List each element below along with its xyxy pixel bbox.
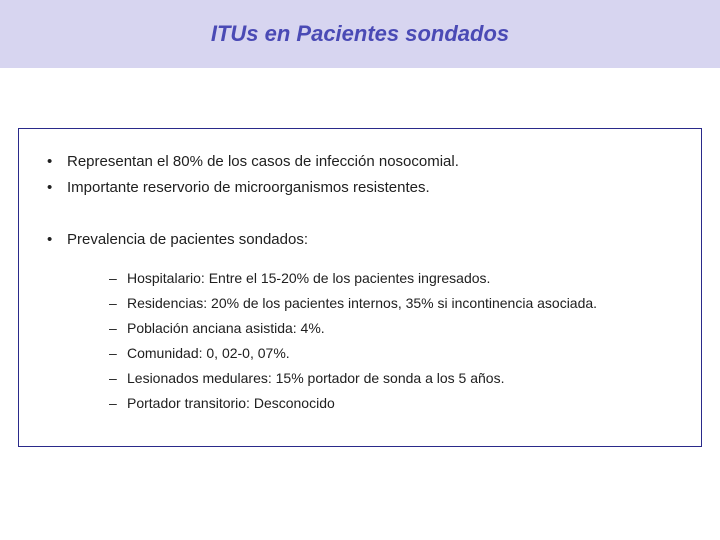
content-box: Representan el 80% de los casos de infec… <box>18 128 702 447</box>
bullet-item: Representan el 80% de los casos de infec… <box>37 151 683 173</box>
sub-item: Portador transitorio: Desconocido <box>103 393 683 414</box>
sub-item: Población anciana asistida: 4%. <box>103 318 683 339</box>
bullet-text: Prevalencia de pacientes sondados: <box>67 231 308 248</box>
bullet-list: Prevalencia de pacientes sondados: Hospi… <box>37 229 683 415</box>
spacer <box>37 203 683 229</box>
sub-item: Residencias: 20% de los pacientes intern… <box>103 293 683 314</box>
page-title: ITUs en Pacientes sondados <box>211 21 509 47</box>
bullet-item: Prevalencia de pacientes sondados: Hospi… <box>37 229 683 415</box>
bullet-item: Importante reservorio de microorganismos… <box>37 177 683 199</box>
sub-item: Lesionados medulares: 15% portador de so… <box>103 368 683 389</box>
bullet-list: Representan el 80% de los casos de infec… <box>37 151 683 199</box>
title-band: ITUs en Pacientes sondados <box>0 0 720 68</box>
sub-item: Hospitalario: Entre el 15-20% de los pac… <box>103 268 683 289</box>
sub-item: Comunidad: 0, 02-0, 07%. <box>103 343 683 364</box>
sub-list: Hospitalario: Entre el 15-20% de los pac… <box>103 268 683 414</box>
